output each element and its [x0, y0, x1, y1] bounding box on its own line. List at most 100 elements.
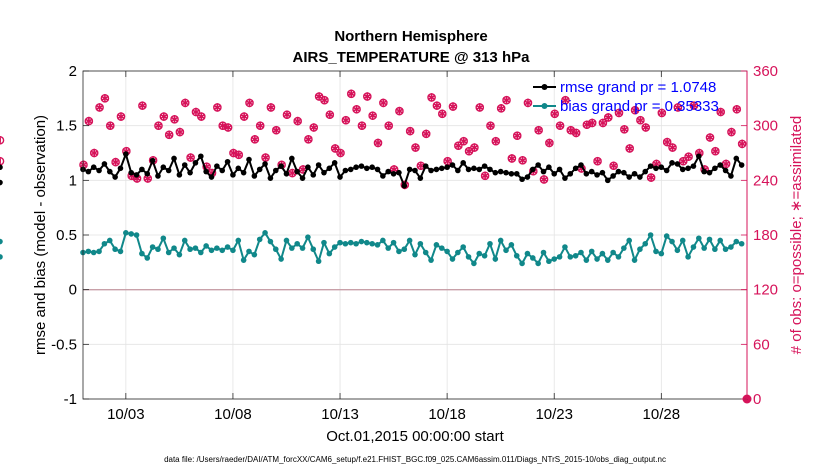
rmse-point — [380, 173, 386, 179]
obs-assimilated-marker — [534, 126, 543, 135]
obs-assimilated-marker — [636, 116, 645, 125]
bias-point — [106, 237, 113, 244]
rmse-point — [117, 165, 124, 172]
obs-assimilated-marker — [406, 126, 415, 136]
rmse-point — [444, 164, 450, 171]
bias-series — [0, 230, 745, 267]
rmse-point — [123, 151, 129, 157]
rmse-point — [165, 167, 172, 174]
bias-point — [519, 260, 525, 267]
obs-assimilated-marker — [379, 98, 388, 108]
bias-point — [706, 236, 713, 243]
obs-assimilated-marker — [116, 112, 126, 121]
rmse-point — [701, 168, 707, 175]
rmse-point — [214, 163, 220, 169]
bias-point — [487, 240, 493, 247]
rmse-point — [256, 166, 263, 173]
rmse-point — [663, 167, 670, 174]
rmse-point — [433, 166, 440, 173]
rmse-point — [374, 166, 381, 173]
obs-assimilated-marker — [100, 94, 109, 103]
bias-point — [599, 250, 606, 257]
rmse-series — [0, 150, 745, 189]
obs-assimilated-marker — [304, 135, 313, 144]
rmse-point — [604, 177, 611, 184]
obs-assimilated-marker — [550, 109, 559, 119]
bias-point — [556, 254, 563, 260]
bias-point — [637, 246, 643, 253]
x-tick-label: 10/18 — [428, 406, 466, 423]
obs-assimilated-marker — [738, 139, 747, 149]
rmse-point — [310, 172, 317, 178]
bias-point — [406, 237, 413, 244]
obs-assimilated-marker — [309, 123, 318, 132]
rmse-point — [487, 166, 493, 173]
rmse-point — [572, 165, 579, 172]
rmse-point — [519, 176, 525, 183]
rmse-point — [658, 164, 665, 171]
rmse-point — [267, 175, 274, 181]
rmse-point — [342, 167, 349, 174]
obs-assimilated-marker — [240, 112, 249, 121]
x-axis-label: Oct.01,2015 00:00:00 start — [326, 428, 504, 445]
bias-point — [219, 247, 226, 254]
obs-assimilated-marker — [641, 123, 650, 132]
obs-assimilated-marker — [454, 141, 463, 150]
bias-point — [604, 257, 611, 263]
rmse-point — [224, 158, 231, 165]
rmse-point — [187, 169, 193, 176]
bias-point — [171, 245, 177, 251]
bias-point — [401, 246, 408, 253]
rmse-point — [385, 168, 392, 175]
rmse-point — [353, 164, 359, 171]
rmse-point — [112, 174, 118, 180]
obs-assimilated-marker — [197, 112, 206, 121]
obs-assimilated-marker — [159, 112, 168, 121]
obs-assimilated-marker — [261, 153, 270, 162]
bias-point — [621, 245, 627, 251]
rmse-point — [706, 169, 713, 176]
rmse-point — [647, 163, 654, 169]
bias-point — [653, 248, 659, 255]
obs-assimilated-marker — [657, 108, 666, 118]
data-file-footnote: data file: /Users/raeder/DAI/ATM_forcXX/… — [164, 455, 666, 464]
bias-point — [214, 245, 220, 251]
bias-point — [460, 244, 466, 250]
obs-assimilated-marker — [175, 127, 184, 137]
obs-assimilated-marker — [679, 157, 688, 166]
rmse-point — [230, 172, 236, 178]
rmse-point — [176, 172, 183, 178]
bias-point — [444, 248, 450, 255]
bias-point — [615, 254, 622, 260]
rmse-point — [128, 169, 134, 176]
bias-point — [347, 239, 354, 246]
bias-point — [380, 237, 386, 244]
rmse-point — [631, 170, 638, 177]
bias-point — [728, 244, 734, 250]
bias-point — [417, 240, 424, 247]
bias-point — [696, 235, 702, 242]
bias-point — [551, 256, 558, 262]
rmse-point — [305, 164, 311, 171]
bias-point — [176, 251, 183, 258]
bias-point — [385, 245, 392, 251]
bias-point — [262, 230, 268, 236]
y-right-axis-label: # of obs: o=possible; ∗=assimilated — [788, 116, 805, 355]
rmse-point — [717, 162, 724, 168]
y-right-tick-label: 60 — [753, 336, 770, 353]
rmse-point — [578, 162, 584, 168]
obs-assimilated-marker — [331, 144, 340, 153]
bias-point — [240, 257, 247, 263]
obs-assimilated-marker — [539, 175, 549, 184]
bias-point — [305, 234, 311, 240]
x-tick-label: 10/13 — [321, 406, 359, 423]
bias-point — [310, 246, 317, 253]
rmse-point — [85, 168, 92, 175]
bias-point — [251, 251, 258, 258]
bias-point — [96, 248, 102, 255]
obs-assimilated-marker — [593, 157, 602, 166]
obs-assimilated-marker — [518, 156, 527, 165]
obs-assimilated-marker — [395, 106, 404, 116]
obs-assimilated-marker — [716, 107, 725, 117]
